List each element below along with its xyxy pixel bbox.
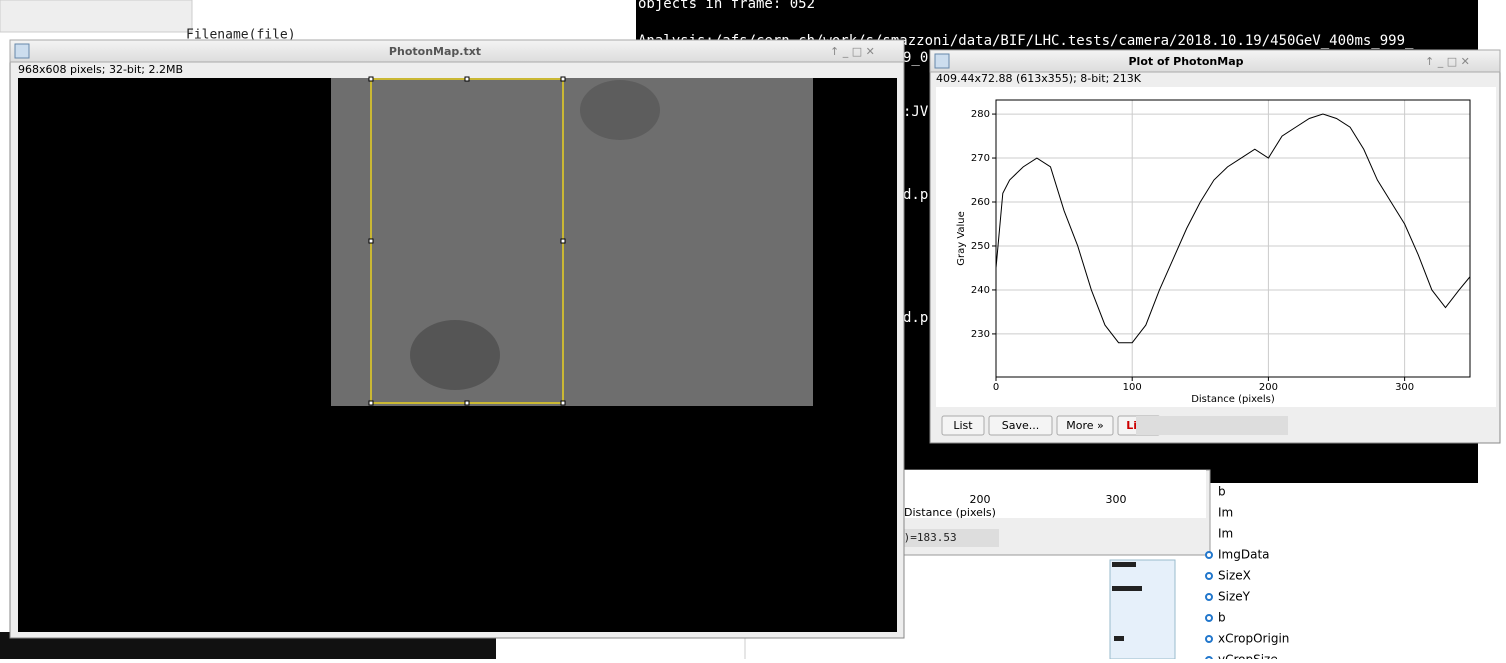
terminal-line: d.p <box>903 310 928 326</box>
mini-bar <box>1114 636 1124 641</box>
bullet <box>1206 573 1212 579</box>
app-icon <box>15 44 29 58</box>
y-tick-label: 250 <box>971 241 990 252</box>
terminal-line: objects in frame: 052 <box>638 0 815 12</box>
terminal-line: 9_0 <box>903 50 928 66</box>
mini-bar <box>1112 586 1142 591</box>
x-axis-label: Distance (pixels) <box>1191 394 1275 405</box>
variable[interactable]: ImgData <box>1218 548 1270 562</box>
mini-bar <box>1112 562 1136 567</box>
page: Filename(file) objects in frame: 052 Ana… <box>0 0 1506 659</box>
status: X)=183.53 <box>897 531 957 544</box>
image-info: 968x608 pixels; 32-bit; 2.2MB <box>18 63 183 76</box>
window-controls[interactable]: ↑ _ □ ✕ <box>1425 55 1470 68</box>
y-tick-label: 230 <box>971 329 990 340</box>
variable[interactable]: Im <box>1218 506 1233 520</box>
window-controls[interactable]: ↑ _ □ ✕ <box>830 45 875 58</box>
side-panel <box>0 0 192 32</box>
plot-info: 409.44x72.88 (613x355); 8-bit; 213K <box>936 72 1142 85</box>
mini-panel <box>1110 560 1175 659</box>
screen: Filename(file) objects in frame: 052 Ana… <box>0 0 1506 659</box>
y-tick-label: 280 <box>971 109 990 120</box>
terminal-line: :JV <box>903 104 929 120</box>
bullet <box>1206 594 1212 600</box>
image-blob <box>410 320 500 390</box>
variable[interactable]: xCropOrigin <box>1218 632 1289 646</box>
y-tick-label: 240 <box>971 285 990 296</box>
bullet <box>1206 615 1212 621</box>
y-tick-label: 260 <box>971 197 990 208</box>
image <box>331 78 813 406</box>
variable[interactable]: yCropSize <box>1218 653 1278 660</box>
axis-label: Distance (pixels) <box>904 506 996 519</box>
variable[interactable]: SizeY <box>1218 590 1251 604</box>
tick-label: 200 <box>970 493 991 506</box>
button-label[interactable]: List <box>953 419 973 432</box>
button-label[interactable]: More » <box>1066 419 1104 432</box>
terminal-line: d.p <box>903 187 928 203</box>
variable[interactable]: SizeX <box>1218 569 1251 583</box>
variable[interactable]: b <box>1218 611 1226 625</box>
plot-canvas <box>936 87 1496 407</box>
bullet <box>1206 552 1212 558</box>
x-tick-label: 300 <box>1395 382 1414 393</box>
tick-label: 300 <box>1106 493 1127 506</box>
window-title: Plot of PhotonMap <box>1129 55 1244 68</box>
status-field <box>1136 416 1288 435</box>
y-axis-label: Gray Value <box>956 211 967 266</box>
x-tick-label: 100 <box>1123 382 1142 393</box>
x-tick-label: 0 <box>993 382 999 393</box>
button-label[interactable]: Save... <box>1002 419 1040 432</box>
app-icon <box>935 54 949 68</box>
window-title: PhotonMap.txt <box>389 45 481 58</box>
y-tick-label: 270 <box>971 153 990 164</box>
variable[interactable]: Im <box>1218 527 1233 541</box>
image-blob <box>580 80 660 140</box>
bullet <box>1206 636 1212 642</box>
x-tick-label: 200 <box>1259 382 1278 393</box>
variable[interactable]: b <box>1218 485 1226 499</box>
